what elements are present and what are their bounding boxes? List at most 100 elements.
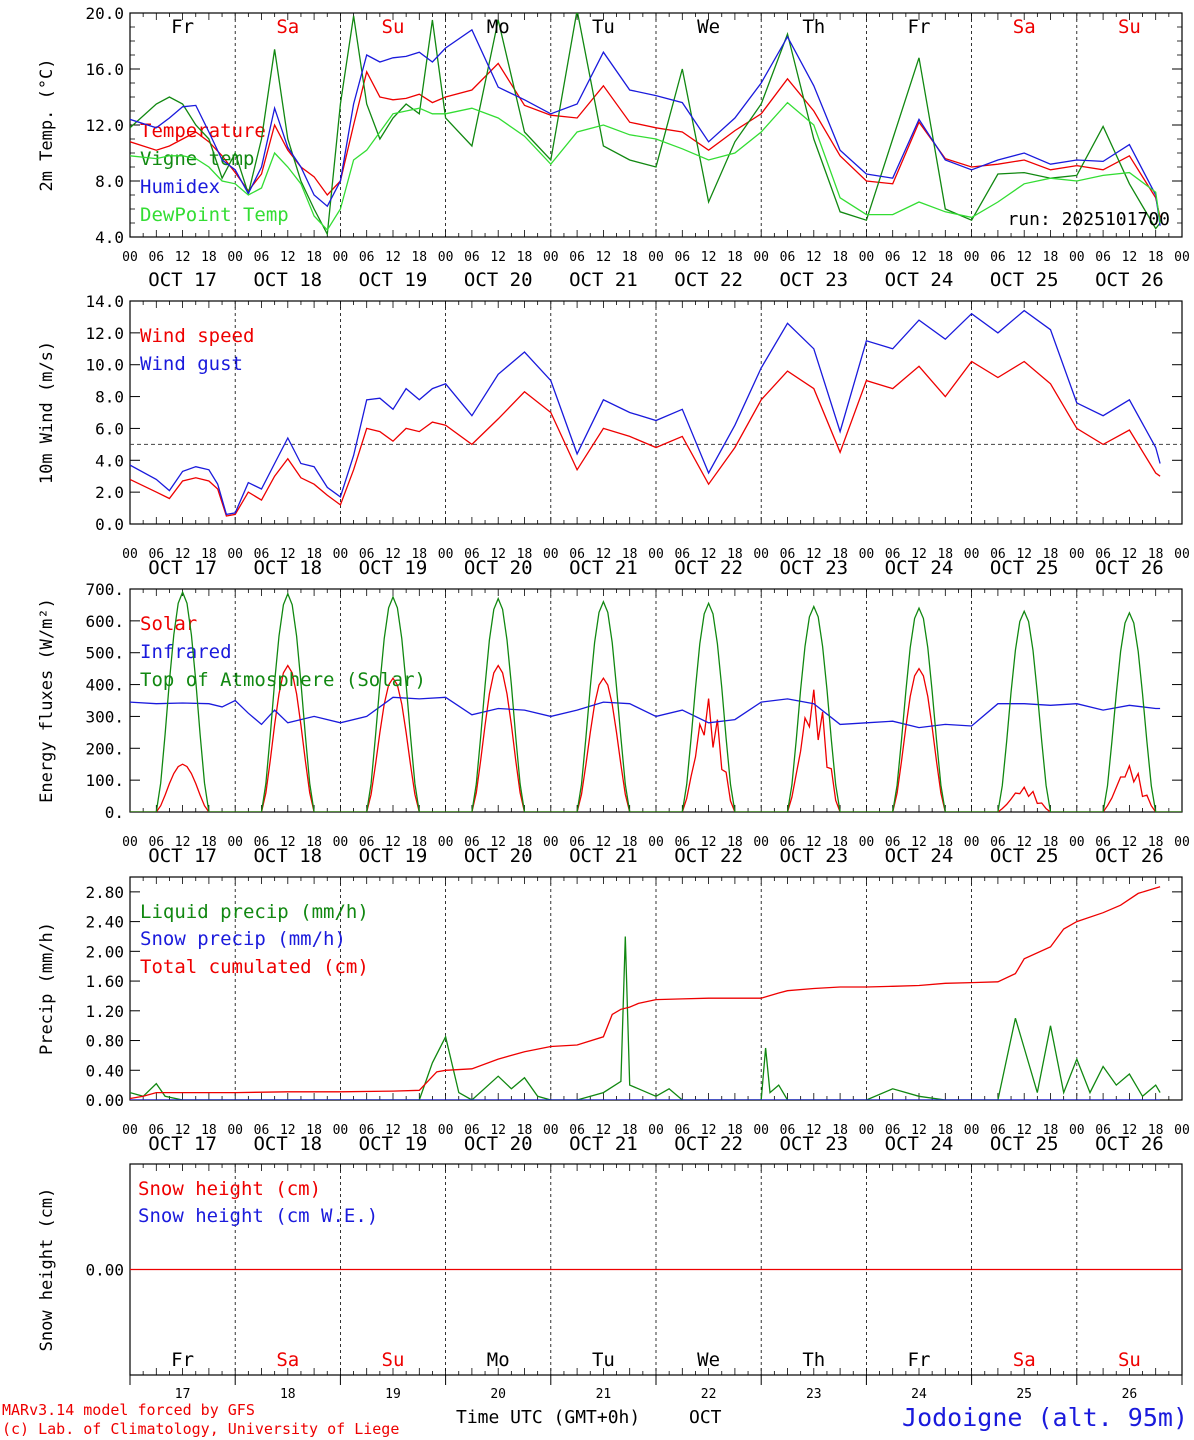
hour-tick-label: 12 [385, 250, 401, 265]
y-tick-label: 8.0 [95, 172, 124, 191]
legend-entry: Humidex [140, 176, 220, 198]
hour-tick-label: 00 [1069, 250, 1085, 265]
date-label: OCT 18 [253, 269, 322, 291]
hour-tick-label: 00 [122, 250, 138, 265]
weekday-label: Sa [276, 1349, 299, 1371]
y-tick-label: 4.0 [95, 228, 124, 247]
hour-tick-label: 18 [201, 250, 217, 265]
hour-tick-label: 12 [806, 1123, 822, 1138]
date-label: OCT 23 [779, 845, 848, 867]
hour-tick-label: 00 [122, 547, 138, 562]
hour-tick-label: 06 [254, 250, 270, 265]
date-label: OCT 26 [1095, 1133, 1164, 1155]
hour-tick-label: 00 [859, 835, 875, 850]
hour-tick-label: 00 [1069, 835, 1085, 850]
hour-tick-label: 18 [1043, 1123, 1059, 1138]
hour-tick-label: 06 [148, 547, 164, 562]
hour-tick-label: 18 [622, 835, 638, 850]
date-label: OCT 22 [674, 557, 743, 579]
hour-tick-label: 06 [780, 547, 796, 562]
hour-tick-label: 18 [1043, 835, 1059, 850]
hour-tick-label: 00 [753, 1123, 769, 1138]
date-number-label: 21 [596, 1387, 612, 1402]
hour-tick-label: 18 [517, 835, 533, 850]
series-line-wind-gust [130, 309, 1161, 516]
hour-tick-label: 12 [596, 250, 612, 265]
legend-entry: Snow height (cm) [138, 1178, 321, 1200]
y-tick-label: 1.20 [85, 1002, 124, 1021]
hour-tick-label: 06 [1095, 547, 1111, 562]
y-axis-label: 10m Wind (m/s) [37, 341, 57, 484]
y-axis-label: Precip (mm/h) [37, 922, 57, 1055]
hour-tick-label: 12 [175, 835, 191, 850]
weekday-label: Su [382, 16, 405, 38]
y-tick-label: 100. [85, 771, 124, 790]
hour-tick-label: 18 [727, 250, 743, 265]
hour-tick-label: 18 [1148, 547, 1164, 562]
hour-tick-label: 00 [648, 1123, 664, 1138]
hour-tick-label: 12 [701, 547, 717, 562]
hour-tick-label: 12 [175, 250, 191, 265]
hour-tick-label: 06 [780, 835, 796, 850]
hour-tick-label: 06 [885, 835, 901, 850]
hour-tick-label: 18 [1043, 547, 1059, 562]
weekday-label: Fr [908, 16, 931, 38]
date-label: OCT 19 [359, 269, 428, 291]
hour-tick-label: 06 [359, 835, 375, 850]
hour-tick-label: 12 [1122, 835, 1138, 850]
date-label: OCT 21 [569, 845, 638, 867]
hour-tick-label: 00 [859, 250, 875, 265]
date-label: OCT 22 [674, 1133, 743, 1155]
date-label: OCT 26 [1095, 845, 1164, 867]
y-tick-label: 0.40 [85, 1061, 124, 1080]
hour-tick-label: 12 [1016, 250, 1032, 265]
hour-tick-label: 00 [964, 835, 980, 850]
hour-tick-label: 06 [674, 1123, 690, 1138]
hour-tick-label: 18 [1148, 250, 1164, 265]
hour-tick-label: 18 [622, 250, 638, 265]
weekday-label: Tu [592, 16, 615, 38]
date-label: OCT 19 [359, 557, 428, 579]
hour-tick-label: 18 [517, 250, 533, 265]
hour-tick-label: 06 [359, 547, 375, 562]
date-number-label: 20 [490, 1387, 506, 1402]
month-label: OCT [689, 1407, 722, 1428]
hour-tick-label: 18 [622, 547, 638, 562]
hour-tick-label: 06 [885, 250, 901, 265]
lab-credit: (c) Lab. of Climatology, University of L… [2, 1420, 399, 1438]
date-label: OCT 17 [148, 1133, 217, 1155]
hour-tick-label: 18 [201, 1123, 217, 1138]
hour-tick-label: 00 [1174, 250, 1190, 265]
legend-entry: Total cumulated (cm) [140, 956, 369, 978]
date-number-label: 19 [385, 1387, 401, 1402]
date-label: OCT 24 [885, 269, 954, 291]
hour-tick-label: 18 [411, 250, 427, 265]
date-label: OCT 21 [569, 269, 638, 291]
legend-entry: Snow precip (mm/h) [140, 928, 346, 950]
panel-2-frame [129, 300, 1183, 525]
hour-tick-label: 06 [1095, 835, 1111, 850]
weekday-label: Fr [171, 1349, 194, 1371]
y-tick-label: 0.0 [95, 515, 124, 534]
hour-tick-label: 00 [438, 835, 454, 850]
hour-tick-label: 06 [780, 1123, 796, 1138]
y-tick-label: 1.60 [85, 972, 124, 991]
weekday-label: Su [1118, 16, 1141, 38]
hour-tick-label: 12 [280, 1123, 296, 1138]
date-label: OCT 17 [148, 845, 217, 867]
legend-entry: Top of Atmosphere (Solar) [140, 669, 426, 691]
hour-tick-label: 06 [1095, 250, 1111, 265]
hour-tick-label: 06 [1095, 1123, 1111, 1138]
hour-tick-label: 18 [727, 1123, 743, 1138]
weekday-label: Th [802, 16, 825, 38]
hour-tick-label: 06 [359, 250, 375, 265]
y-tick-label: 200. [85, 739, 124, 758]
hour-tick-label: 00 [543, 250, 559, 265]
hour-tick-label: 12 [175, 1123, 191, 1138]
hour-tick-label: 06 [254, 1123, 270, 1138]
y-tick-label: 12.0 [85, 116, 124, 135]
hour-tick-label: 00 [227, 547, 243, 562]
date-label: OCT 20 [464, 269, 533, 291]
date-label: OCT 24 [885, 557, 954, 579]
